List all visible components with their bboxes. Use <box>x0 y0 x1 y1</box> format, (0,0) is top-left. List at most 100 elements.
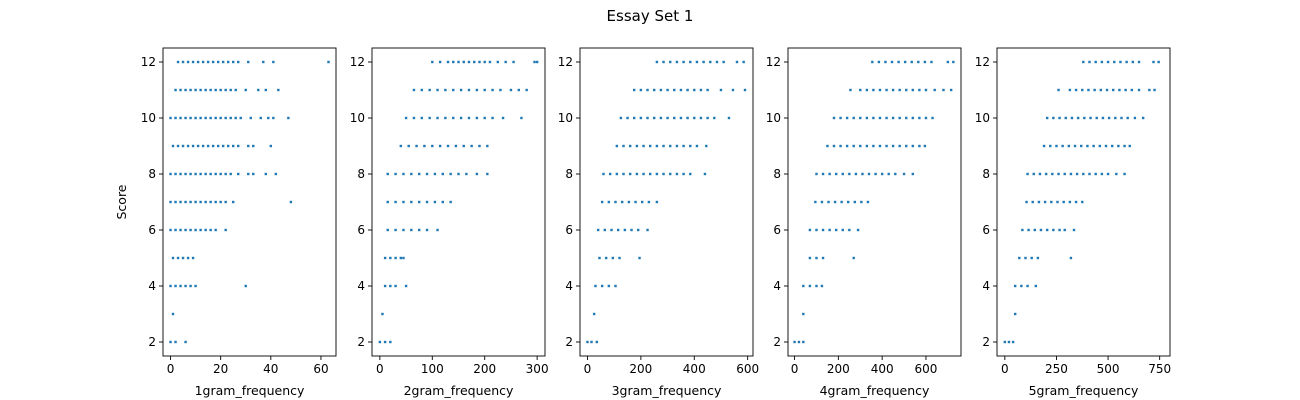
data-point <box>186 256 190 260</box>
data-point <box>229 172 232 176</box>
data-point <box>211 60 215 64</box>
data-point <box>1068 88 1072 92</box>
data-point <box>821 256 825 260</box>
data-point <box>633 116 636 120</box>
y-tick-label: 2 <box>773 335 781 349</box>
data-point <box>618 256 621 260</box>
figure-title: Essay Set 1 <box>607 7 694 25</box>
data-point <box>1061 144 1064 148</box>
data-point <box>713 116 716 120</box>
y-tick-label: 12 <box>766 55 781 69</box>
data-point <box>878 88 882 92</box>
data-point <box>693 88 696 92</box>
data-point <box>184 340 187 344</box>
data-point <box>204 228 207 232</box>
data-point <box>259 116 262 120</box>
data-point <box>871 60 874 64</box>
data-point <box>1106 60 1110 64</box>
data-point <box>1025 200 1028 204</box>
data-point <box>797 340 801 344</box>
data-point <box>646 88 649 92</box>
data-point <box>1026 172 1029 176</box>
data-point <box>614 200 617 204</box>
data-point <box>428 88 431 92</box>
data-point <box>1092 144 1095 148</box>
data-point <box>1058 116 1061 120</box>
data-point <box>473 60 476 64</box>
data-point <box>675 144 679 148</box>
data-point <box>930 60 933 64</box>
data-point <box>438 144 442 148</box>
data-point <box>1052 228 1055 232</box>
x-axis-label: 3gram_frequency <box>612 383 722 398</box>
data-point <box>675 60 679 64</box>
data-point <box>234 88 237 92</box>
data-point <box>918 144 921 148</box>
data-point <box>885 116 888 120</box>
data-point <box>859 144 862 148</box>
data-point <box>949 88 953 92</box>
data-point <box>269 144 273 148</box>
data-point <box>1076 116 1080 120</box>
data-point <box>184 88 187 92</box>
data-point <box>169 200 172 204</box>
data-point <box>219 116 222 120</box>
data-point <box>709 60 712 64</box>
plot-frame <box>996 47 1171 357</box>
data-point <box>742 60 745 64</box>
data-point <box>467 116 471 120</box>
data-points <box>793 60 955 344</box>
data-point <box>911 116 915 120</box>
data-point <box>594 284 597 288</box>
data-point <box>201 60 205 64</box>
data-point <box>462 60 465 64</box>
data-point <box>399 256 403 260</box>
data-point <box>642 144 645 148</box>
data-point <box>1094 172 1097 176</box>
data-point <box>224 172 227 176</box>
x-tick-label: 500 <box>1097 362 1120 376</box>
data-point <box>234 116 237 120</box>
data-points <box>586 60 747 344</box>
data-point <box>611 256 615 260</box>
data-point <box>239 116 242 120</box>
data-point <box>1087 88 1090 92</box>
y-tick-label: 2 <box>982 335 990 349</box>
data-point <box>512 60 515 64</box>
data-point <box>1037 200 1041 204</box>
data-point <box>1074 200 1078 204</box>
x-axis-label: 1gram_frequency <box>195 383 305 398</box>
data-point <box>854 172 858 176</box>
data-point <box>887 172 890 176</box>
data-point <box>669 172 672 176</box>
data-point <box>423 144 426 148</box>
data-point <box>209 116 212 120</box>
data-point <box>394 228 397 232</box>
data-point <box>1106 172 1110 176</box>
data-point <box>865 116 869 120</box>
data-point <box>194 228 197 232</box>
data-point <box>802 284 805 288</box>
data-point <box>808 256 812 260</box>
data-point <box>264 172 267 176</box>
data-point <box>802 340 805 344</box>
data-point <box>214 228 217 232</box>
data-point <box>847 200 850 204</box>
data-point <box>877 60 881 64</box>
data-point <box>867 172 871 176</box>
data-point <box>832 144 836 148</box>
data-point <box>410 200 413 204</box>
data-point <box>659 88 663 92</box>
data-point <box>196 144 200 148</box>
data-point <box>214 172 217 176</box>
data-point <box>722 60 725 64</box>
plot-frame <box>162 47 337 357</box>
data-point <box>635 172 639 176</box>
data-point <box>425 200 429 204</box>
data-point <box>627 200 631 204</box>
data-point <box>808 228 812 232</box>
data-point <box>821 172 825 176</box>
data-point <box>1113 60 1116 64</box>
data-point <box>1038 172 1042 176</box>
data-point <box>267 116 270 120</box>
